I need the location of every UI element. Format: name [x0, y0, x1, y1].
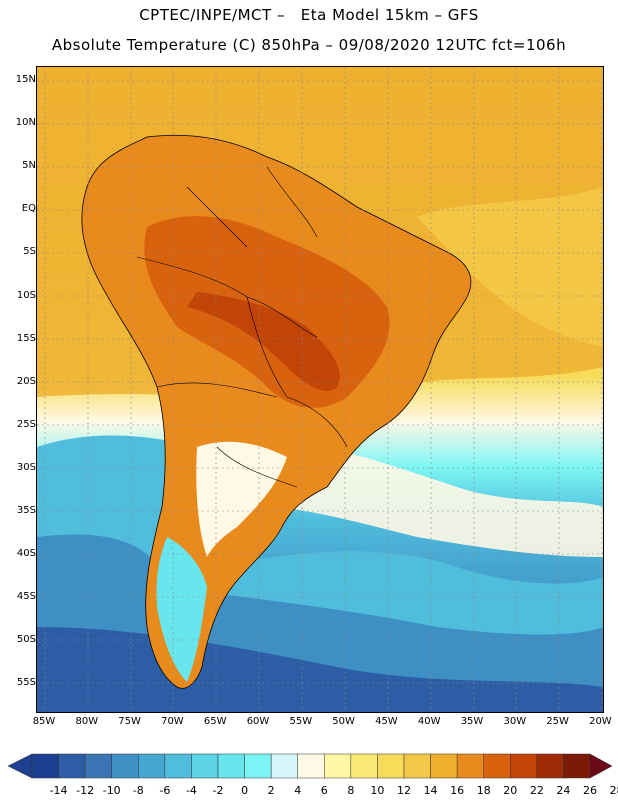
colorbar-segment [191, 753, 219, 779]
hottest-interior [187, 292, 340, 391]
lon-label: 50W [332, 716, 355, 727]
lat-label: 50S [16, 634, 36, 646]
lon-label: 85W [32, 716, 56, 727]
cool-southern-land [196, 441, 287, 557]
lon-label: 30W [503, 716, 527, 727]
colorbar-label: -14 [49, 784, 68, 797]
colorbar-segment [31, 753, 59, 779]
lat-label: 40S [16, 548, 36, 560]
lon-label: 60W [246, 716, 270, 727]
colorbar-label: 24 [556, 784, 571, 797]
colorbar-segment [536, 753, 564, 779]
lat-label: EQ [21, 203, 36, 215]
lat-label: 10S [16, 289, 36, 301]
lat-label: 15S [16, 332, 36, 344]
lat-label: 20S [16, 375, 36, 387]
lon-label: 20W [589, 716, 612, 727]
colorbar-label: -2 [212, 784, 224, 797]
colorbar-segment [510, 753, 538, 779]
colorbar-max-arrow [589, 753, 613, 779]
lon-label: 80W [75, 716, 99, 727]
colorbar-segment [138, 753, 166, 779]
patagonia-cold [156, 537, 207, 682]
colorbar-label: -6 [159, 784, 171, 797]
colorbar-label: 28 [609, 784, 618, 797]
colorbar-label: 2 [267, 784, 275, 797]
lat-label: 35S [16, 505, 36, 516]
graticule [37, 67, 603, 712]
colorbar-label: 16 [450, 784, 465, 797]
colorbar-segment [350, 753, 378, 779]
colorbar-label: 18 [476, 784, 491, 797]
colorbar-label: 4 [294, 784, 302, 797]
lon-label: 70W [161, 716, 184, 727]
lon-label: 25W [546, 716, 569, 727]
colorbar-segment [563, 753, 591, 779]
colorbar [7, 753, 613, 779]
colorbar-label: 12 [397, 784, 411, 797]
colorbar-label: 0 [241, 784, 249, 797]
lon-label: 65W [203, 716, 227, 727]
lat-label: 55S [16, 677, 36, 689]
colorbar-label: 22 [529, 784, 544, 797]
colorbar-segment [270, 753, 298, 779]
lat-label: 10N [15, 117, 36, 129]
colorbar-label: 14 [423, 784, 438, 797]
temperature-map [36, 66, 604, 713]
colorbar-label: 6 [320, 784, 328, 797]
colorbar-segment [324, 753, 352, 779]
colorbar-label: 8 [347, 784, 355, 797]
colorbar-segment [244, 753, 272, 779]
colorbar-label: 26 [583, 784, 597, 797]
colorbar-segment [403, 753, 431, 779]
country-borders [136, 166, 348, 488]
colorbar-label: -10 [102, 784, 121, 797]
colorbar-segment [483, 753, 511, 779]
colorbar-label: -12 [76, 784, 95, 797]
lon-label: 35W [460, 716, 484, 727]
atlantic-warm-band [417, 187, 603, 347]
lon-label: 55W [289, 716, 313, 727]
lon-label: 75W [118, 716, 141, 727]
lat-label: 45S [16, 591, 36, 603]
colorbar-min-arrow [7, 753, 33, 779]
colorbar-label: -4 [185, 784, 197, 797]
colorbar-segment [456, 753, 484, 779]
lat-label: 15N [15, 74, 36, 85]
colorbar-segment [217, 753, 245, 779]
colorbar-segment [430, 753, 458, 779]
map-svg [37, 67, 603, 712]
colorbar-segment [297, 753, 325, 779]
colorbar-label: -8 [132, 784, 144, 797]
lat-label: 30S [16, 461, 36, 473]
lat-label: 5S [23, 246, 36, 258]
title-line-2: Absolute Temperature (C) 850hPa – 09/08/… [51, 36, 567, 54]
title-line-1: CPTEC/INPE/MCT – Eta Model 15km – GFS [139, 6, 479, 24]
colorbar-segment [377, 753, 405, 779]
colorbar-segment [164, 753, 192, 779]
colorbar-label: 10 [370, 784, 385, 797]
colorbar-segment [111, 753, 139, 779]
lon-label: 40W [417, 716, 441, 727]
colorbar-label: 20 [503, 784, 518, 797]
lat-label: 5N [22, 160, 36, 172]
lat-label: 25S [16, 418, 36, 430]
lon-label: 45W [375, 716, 398, 727]
colorbar-segment [84, 753, 112, 779]
colorbar-segment [58, 753, 86, 779]
